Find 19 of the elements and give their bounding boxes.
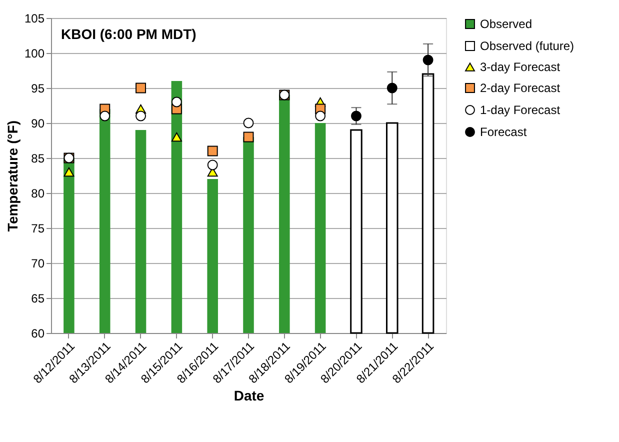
legend-label: 2-day Forecast bbox=[480, 81, 561, 95]
y-tick-label: 105 bbox=[24, 12, 45, 26]
text: KBOI (6:00 PM MDT) bbox=[61, 26, 196, 42]
legend-label: 1-day Forecast bbox=[480, 103, 561, 117]
legend-label: 3-day Forecast bbox=[480, 60, 561, 74]
y-tick-label: 85 bbox=[31, 152, 45, 166]
y-tick-label: 80 bbox=[31, 186, 45, 200]
x-axis-title: Date bbox=[234, 387, 264, 404]
y-tick-label: 90 bbox=[31, 116, 45, 130]
y-tick-label: 95 bbox=[31, 82, 45, 96]
y-tick-label: 75 bbox=[31, 222, 45, 236]
y-tick-label: 60 bbox=[31, 326, 45, 340]
legend-label: Observed (future) bbox=[480, 39, 574, 53]
y-tick-label: 65 bbox=[31, 292, 45, 306]
legend-label: Observed bbox=[480, 17, 532, 31]
y-tick-label: 100 bbox=[24, 46, 45, 60]
y-tick-label: 70 bbox=[31, 256, 45, 270]
legend-label: Forecast bbox=[480, 125, 528, 139]
y-axis-title: Temperature (°F) bbox=[4, 120, 20, 232]
